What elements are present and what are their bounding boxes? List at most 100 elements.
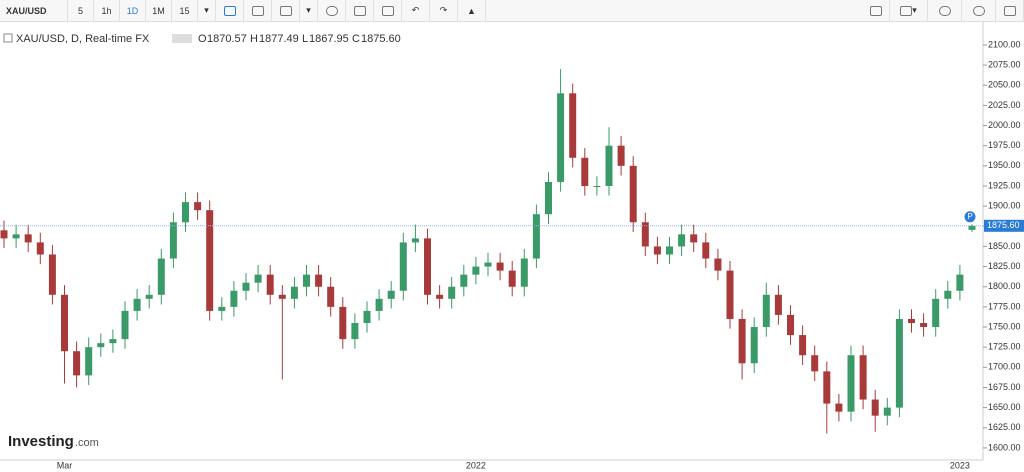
logo: Investing [8, 433, 74, 450]
candle-body [496, 262, 504, 271]
candle-body [617, 145, 625, 166]
redo-icon[interactable]: ↷ [430, 0, 458, 22]
candle-body [787, 314, 794, 336]
candle-body [278, 294, 286, 299]
candle-body [726, 270, 734, 319]
y-tick-label: 2050.00 [988, 80, 1021, 90]
candle-body [750, 327, 758, 364]
candle-body [484, 262, 492, 267]
candle-body [472, 266, 480, 275]
undo-icon[interactable]: ↶ [402, 0, 430, 22]
y-tick-label: 1900.00 [988, 201, 1021, 211]
candle-body [194, 202, 202, 211]
candle-body [351, 322, 359, 340]
candle-body [230, 290, 238, 307]
interval[interactable]: 1h [94, 0, 120, 22]
candle-body [399, 242, 407, 291]
legend-icons[interactable] [172, 34, 192, 43]
candle-body [859, 355, 867, 400]
x-tick-label: 2023 [950, 460, 970, 470]
compare-icon[interactable] [374, 0, 402, 22]
fullscreen-icon[interactable] [996, 0, 1024, 22]
candle-body [847, 355, 855, 412]
dropdown[interactable]: ▾ [300, 0, 318, 22]
candle-body [835, 403, 843, 412]
y-tick-label: 1600.00 [988, 442, 1021, 452]
marker-label: P [967, 212, 972, 221]
candles-icon[interactable] [216, 0, 244, 22]
candle-body [0, 230, 8, 239]
toolbar: XAU/USD 5 1h 1D 1M 15 ▾ ▾ ↶ ↷ ▲ ▾ [0, 0, 1024, 22]
candle-body [799, 335, 807, 356]
interval[interactable]: 5 [68, 0, 94, 22]
candle-body [182, 202, 189, 223]
candle-body [133, 298, 141, 311]
candle-body [593, 185, 601, 187]
candle-body [653, 246, 661, 255]
ohlc-value: 1867.95 [309, 33, 349, 45]
y-tick-label: 1800.00 [988, 281, 1021, 291]
interval[interactable]: 1D [120, 0, 146, 22]
candle-body [702, 242, 710, 259]
line-icon[interactable] [244, 0, 272, 22]
price-badge [984, 219, 1024, 232]
price-badge-label: 1875.60 [987, 220, 1020, 230]
candle-body [12, 234, 20, 239]
candle-body [36, 242, 44, 255]
candle-body [169, 222, 177, 259]
y-tick-label: 1975.00 [988, 140, 1021, 150]
y-tick-label: 1700.00 [988, 362, 1021, 372]
ohlc-value: 1875.60 [361, 33, 401, 45]
ohlc-label: H [250, 33, 258, 45]
candle-body [327, 286, 335, 307]
candle-body [411, 238, 419, 243]
candle-body [932, 298, 940, 328]
candle-body [895, 318, 903, 408]
candle-body [290, 286, 298, 299]
price-axis-bg [983, 22, 1024, 472]
candle-body [424, 238, 431, 295]
alert-icon[interactable]: ▲ [458, 0, 486, 22]
candle-body [375, 298, 383, 311]
ohlc-label: O [198, 33, 207, 45]
y-tick-label: 1925.00 [988, 180, 1021, 190]
interval[interactable]: 15 [172, 0, 198, 22]
interval[interactable]: 1M [146, 0, 172, 22]
candle-body [157, 258, 165, 295]
candle-body [24, 234, 32, 243]
candle-body [823, 371, 831, 404]
candle-body [581, 157, 589, 186]
candle-body [254, 274, 262, 283]
candle-body [448, 286, 456, 299]
indicators-icon[interactable] [346, 0, 374, 22]
cloud-icon[interactable] [928, 0, 962, 22]
candle-body [641, 222, 649, 247]
y-tick-label: 2075.00 [988, 59, 1021, 69]
y-tick-label: 1750.00 [988, 321, 1021, 331]
upload-icon[interactable] [962, 0, 996, 22]
y-tick-label: 1850.00 [988, 241, 1021, 251]
candle-body [944, 290, 952, 299]
candle-body [242, 282, 250, 291]
collapse-icon[interactable] [3, 33, 13, 43]
y-tick-label: 1675.00 [988, 382, 1021, 392]
dropdown[interactable]: ▾ [198, 0, 216, 22]
candle-body [557, 93, 565, 182]
camera-icon[interactable] [862, 0, 890, 22]
bars-icon[interactable] [272, 0, 300, 22]
ohlc-value: 1870.57 [207, 33, 247, 45]
candle-body [920, 322, 928, 328]
candle-body [61, 294, 68, 352]
candle-body [678, 234, 686, 247]
ohlc-label: L [302, 33, 308, 45]
layout-icon[interactable]: ▾ [890, 0, 928, 22]
y-tick-label: 2025.00 [988, 100, 1021, 110]
candle-body [218, 306, 226, 311]
candle-body [738, 318, 746, 364]
symbol[interactable]: XAU/USD [0, 0, 68, 22]
chart-title: XAU/USD, D, Real-time FX [16, 33, 150, 45]
settings-icon[interactable] [318, 0, 346, 22]
candle-body [690, 234, 698, 243]
